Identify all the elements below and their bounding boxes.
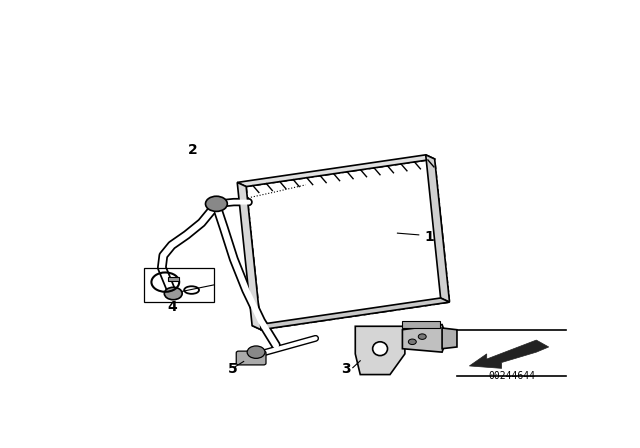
Polygon shape — [237, 155, 435, 186]
Polygon shape — [426, 155, 449, 302]
Circle shape — [247, 346, 265, 358]
Circle shape — [408, 339, 416, 345]
Text: 5: 5 — [228, 362, 237, 376]
Bar — [403, 321, 440, 328]
Polygon shape — [403, 324, 447, 352]
Polygon shape — [442, 328, 457, 349]
Circle shape — [419, 334, 426, 340]
FancyBboxPatch shape — [236, 351, 266, 365]
Bar — [145, 267, 214, 302]
Text: 1: 1 — [425, 229, 435, 244]
Polygon shape — [469, 340, 548, 368]
Polygon shape — [252, 298, 449, 330]
Text: 2: 2 — [188, 143, 198, 157]
Text: 00244644: 00244644 — [488, 371, 535, 382]
Bar — [168, 276, 179, 281]
Circle shape — [205, 196, 227, 211]
Polygon shape — [355, 326, 405, 375]
Circle shape — [164, 287, 182, 300]
Text: 3: 3 — [340, 362, 350, 376]
Text: 4: 4 — [167, 300, 177, 314]
Ellipse shape — [372, 342, 388, 356]
Polygon shape — [237, 182, 261, 330]
